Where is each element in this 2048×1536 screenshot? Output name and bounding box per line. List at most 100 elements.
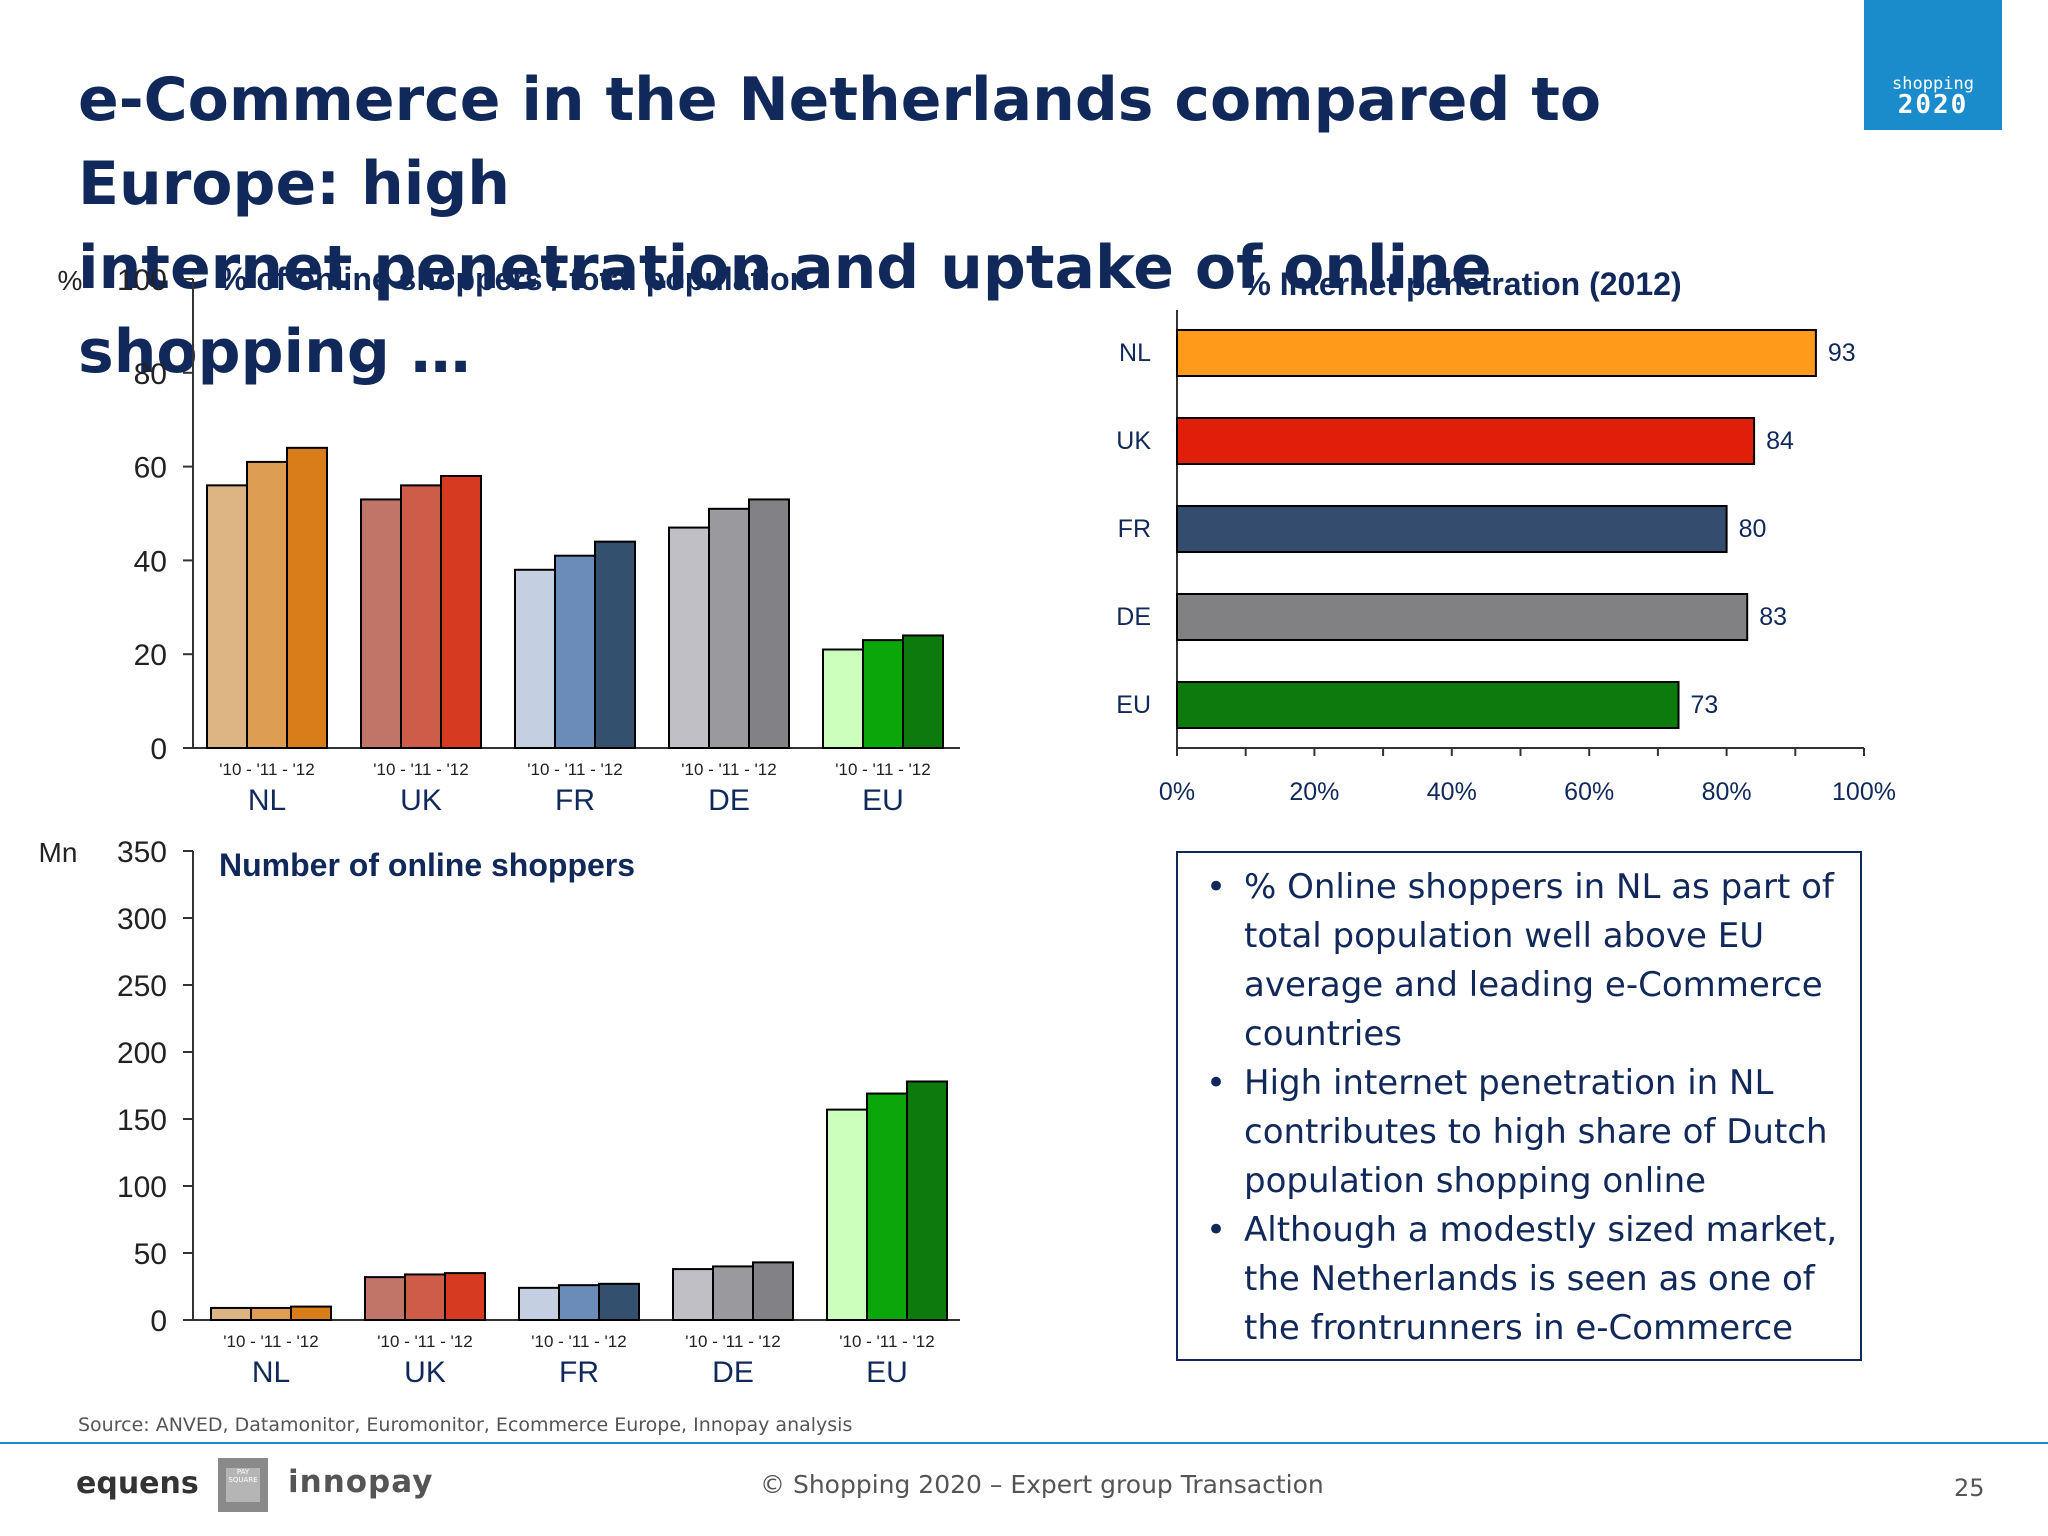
bar-eu <box>1176 681 1680 729</box>
category-label: FR <box>1118 515 1151 543</box>
year-range-label: '10 - '11 - '12 <box>531 1332 626 1351</box>
title-line-1: e-Commerce in the Netherlands compared t… <box>78 65 1602 219</box>
year-range-label: '10 - '11 - '12 <box>373 760 468 779</box>
x-tick-label: 40% <box>1427 778 1477 806</box>
year-range-label: '10 - '11 - '12 <box>219 760 314 779</box>
chart-title: % Internet penetration (2012) <box>1242 266 1681 302</box>
chart-title: % of online shoppers / total population <box>219 261 809 297</box>
y-axis-unit: Mn <box>39 837 78 868</box>
bar-de-2 <box>748 498 790 749</box>
category-label: NL <box>1119 339 1151 367</box>
bar-eu-0 <box>822 648 864 750</box>
year-range-label: '10 - '11 - '12 <box>835 760 930 779</box>
bar-nl-1 <box>250 1306 292 1321</box>
page-number: 25 <box>1954 1474 1985 1502</box>
shopping-2020-logo: shopping 2020 <box>1864 0 2002 130</box>
bar-uk <box>1176 417 1756 465</box>
y-tick-label: 200 <box>117 1037 167 1070</box>
logo-bottom-text: 2020 <box>1897 90 1969 120</box>
year-range-label: '10 - '11 - '12 <box>377 1332 472 1351</box>
category-label: UK <box>1116 427 1151 455</box>
x-tick-label: 100% <box>1832 778 1896 806</box>
category-label: DE <box>712 1356 754 1389</box>
bar-fr-0 <box>514 568 556 750</box>
equens-logo: equens <box>76 1466 199 1501</box>
chart-title: Number of online shoppers <box>219 847 635 883</box>
bar-eu-0 <box>826 1108 868 1321</box>
bar-fr-2 <box>594 540 636 750</box>
x-tick-label: 60% <box>1564 778 1614 806</box>
bar-de-1 <box>712 1265 754 1322</box>
bar-uk-2 <box>440 474 482 749</box>
y-tick-label: 40 <box>134 545 167 578</box>
category-label: EU <box>862 784 904 817</box>
bar-uk-1 <box>404 1273 446 1321</box>
bullet-item: High internet penetration in NL contribu… <box>1206 1059 1840 1206</box>
bar-eu-2 <box>906 1080 948 1321</box>
footer-divider <box>0 1442 2048 1444</box>
bar-uk-2 <box>444 1272 486 1321</box>
y-tick-label: 300 <box>117 903 167 936</box>
bar-nl-0 <box>206 484 248 749</box>
x-tick-label: 80% <box>1702 778 1752 806</box>
y-tick-label: 60 <box>134 452 167 485</box>
y-tick-label: 100 <box>117 264 167 297</box>
bar-fr-1 <box>558 1284 600 1322</box>
y-tick-label: 100 <box>117 1171 167 1204</box>
data-label: 80 <box>1739 515 1767 543</box>
bar-nl <box>1176 329 1817 377</box>
innopay-logo: innopay <box>288 1464 434 1500</box>
logo-top-text: shopping <box>1892 74 1974 94</box>
data-label: 83 <box>1759 603 1787 631</box>
data-label: 84 <box>1766 427 1794 455</box>
title-line-2: internet penetration and uptake of onlin… <box>78 233 1492 387</box>
category-label: DE <box>1116 603 1151 631</box>
bar-de-0 <box>668 526 710 749</box>
y-tick-label: 0 <box>150 733 167 766</box>
bullet-list: % Online shoppers in NL as part of total… <box>1206 863 1840 1353</box>
year-range-label: '10 - '11 - '12 <box>223 1332 318 1351</box>
bar-uk-0 <box>360 498 402 749</box>
y-tick-label: 20 <box>134 639 167 672</box>
bar-nl-2 <box>286 446 328 749</box>
y-axis-unit: % <box>58 265 83 296</box>
year-range-label: '10 - '11 - '12 <box>685 1332 780 1351</box>
bar-uk-0 <box>364 1276 406 1321</box>
key-findings-box: % Online shoppers in NL as part of total… <box>1176 851 1862 1361</box>
category-label: EU <box>1116 691 1151 719</box>
bar-eu-2 <box>902 634 944 749</box>
category-label: NL <box>248 784 286 817</box>
category-label: FR <box>555 784 595 817</box>
category-label: FR <box>559 1356 599 1389</box>
bar-nl-2 <box>290 1305 332 1321</box>
bar-fr-0 <box>518 1286 560 1321</box>
category-label: UK <box>400 784 442 817</box>
footer-copyright: © Shopping 2020 – Expert group Transacti… <box>760 1470 1324 1499</box>
bullet-item: % Online shoppers in NL as part of total… <box>1206 863 1840 1059</box>
paysquare-logo: PAY SQUARE <box>218 1458 268 1512</box>
bar-nl-1 <box>246 460 288 749</box>
y-tick-label: 50 <box>134 1238 167 1271</box>
year-range-label: '10 - '11 - '12 <box>839 1332 934 1351</box>
bar-eu-1 <box>866 1092 908 1322</box>
bullet-item: Although a modestly sized market, the Ne… <box>1206 1206 1840 1353</box>
bar-de-2 <box>752 1261 794 1322</box>
page-title: e-Commerce in the Netherlands compared t… <box>78 58 1778 394</box>
y-tick-label: 80 <box>134 358 167 391</box>
category-label: NL <box>252 1356 290 1389</box>
bar-eu-1 <box>862 639 904 750</box>
year-range-label: '10 - '11 - '12 <box>681 760 776 779</box>
source-note: Source: ANVED, Datamonitor, Euromonitor,… <box>78 1414 853 1436</box>
bar-de <box>1176 593 1749 641</box>
bar-nl-0 <box>210 1306 252 1321</box>
bar-de-0 <box>672 1268 714 1321</box>
bar-fr-2 <box>598 1282 640 1321</box>
category-label: UK <box>404 1356 446 1389</box>
y-tick-label: 0 <box>150 1305 167 1338</box>
bar-uk-1 <box>400 484 442 749</box>
x-tick-label: 0% <box>1159 778 1195 806</box>
y-tick-label: 350 <box>117 836 167 869</box>
x-tick-label: 20% <box>1289 778 1339 806</box>
data-label: 93 <box>1828 339 1856 367</box>
category-label: EU <box>866 1356 908 1389</box>
